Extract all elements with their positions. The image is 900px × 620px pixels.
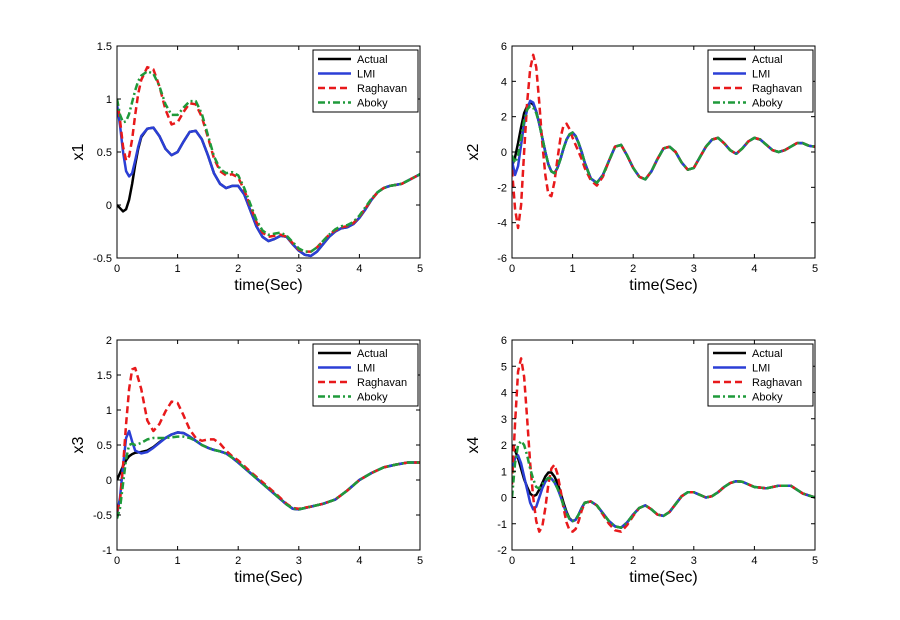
x-tick-label: 3 <box>691 263 697 275</box>
subplot-x2: 0 1 2 3 4 5 -6 -4 -2 0 2 4 6 time(Sec) x2 Actual LMI Ragh… <box>465 41 818 294</box>
legend-label-actual: Actual <box>752 54 783 66</box>
x-tick-label: 3 <box>296 555 302 567</box>
y-tick-label: 3 <box>501 414 507 426</box>
y-tick-label: 0.5 <box>97 147 112 159</box>
legend-box <box>707 343 814 407</box>
x-tick-label: 5 <box>417 555 423 567</box>
legend: Actual LMI Raghavan Aboky <box>707 49 814 113</box>
x-tick-label: 4 <box>356 555 362 567</box>
legend-label-aboky: Aboky <box>752 392 783 404</box>
x-tick-label: 3 <box>691 555 697 567</box>
x-axis-label: time(Sec) <box>629 569 697 586</box>
x-tick-label: 1 <box>175 555 181 567</box>
legend-label-aboky: Aboky <box>357 392 388 404</box>
series-aboky-line <box>117 70 420 253</box>
y-tick-label: 5 <box>501 361 507 373</box>
x-tick-label: 3 <box>296 263 302 275</box>
x-tick-label: 2 <box>630 555 636 567</box>
legend-box <box>312 343 419 407</box>
y-tick-label: 0 <box>106 200 112 212</box>
x-tick-label: 1 <box>570 555 576 567</box>
y-tick-label: 4 <box>501 76 507 88</box>
y-tick-label: 2 <box>106 335 112 347</box>
series-aboky-line <box>117 435 420 519</box>
legend: Actual LMI Raghavan Aboky <box>707 343 814 407</box>
y-tick-label: -2 <box>497 182 507 194</box>
legend-label-raghavan: Raghavan <box>752 377 802 389</box>
y-axis-label: x2 <box>465 143 482 160</box>
y-tick-label: -2 <box>497 545 507 557</box>
legend-label-lmi: LMI <box>752 69 770 81</box>
y-tick-label: 4 <box>501 388 507 400</box>
y-tick-label: -1 <box>497 519 507 531</box>
y-axis-label: x3 <box>70 436 87 453</box>
x-tick-label: 0 <box>509 263 515 275</box>
x-axis-label: time(Sec) <box>234 569 302 586</box>
y-tick-label: -0.5 <box>93 253 112 265</box>
y-tick-label: 0 <box>501 493 507 505</box>
x-tick-label: 0 <box>114 263 120 275</box>
y-tick-label: 2 <box>501 112 507 124</box>
x-tick-label: 1 <box>175 263 181 275</box>
legend-label-lmi: LMI <box>357 363 375 375</box>
x-tick-label: 2 <box>630 263 636 275</box>
series-aboky-line <box>512 439 815 529</box>
y-tick-label: 6 <box>501 41 507 53</box>
legend-label-aboky: Aboky <box>357 98 388 110</box>
legend-label-raghavan: Raghavan <box>357 83 407 95</box>
x-tick-label: 2 <box>235 263 241 275</box>
legend-label-raghavan: Raghavan <box>357 377 407 389</box>
x-tick-label: 5 <box>417 263 423 275</box>
y-tick-label: 6 <box>501 335 507 347</box>
subplot-x3: 0 1 2 3 4 5 -1 -0.5 0 0.5 1 1.5 2 time(Sec) x3 Actual LM… <box>70 335 423 586</box>
y-tick-label: 1 <box>106 405 112 417</box>
y-tick-label: 0.5 <box>97 440 112 452</box>
y-tick-label: 2 <box>501 440 507 452</box>
series-aboky-line <box>512 104 815 185</box>
y-tick-label: 1 <box>501 466 507 478</box>
x-tick-label: 0 <box>114 555 120 567</box>
y-tick-label: -4 <box>497 218 507 230</box>
y-tick-label: 0 <box>501 147 507 159</box>
y-tick-label: 1.5 <box>97 41 112 53</box>
legend-label-actual: Actual <box>752 348 783 360</box>
x-tick-label: 5 <box>812 263 818 275</box>
x-tick-label: 4 <box>751 555 757 567</box>
series-raghavan-line <box>117 65 420 253</box>
legend-label-actual: Actual <box>357 54 388 66</box>
x-tick-label: 2 <box>235 555 241 567</box>
subplot-x1: 0 1 2 3 4 5-0.500.511.5time(Sec)x1ActualLMIRa… <box>70 41 423 294</box>
legend-label-lmi: LMI <box>752 363 770 375</box>
x-tick-label: 0 <box>509 555 515 567</box>
legend: Actual LMI Raghavan Aboky <box>312 49 419 113</box>
subplot-x4: 0 1 2 3 4 5 -2 -1 0 1 2 3 4 5 6 time(Sec) x4 Actual LMI Rag… <box>465 335 818 586</box>
legend-label-raghavan: Raghavan <box>752 83 802 95</box>
y-tick-label: 1.5 <box>97 370 112 382</box>
legend-box <box>707 49 814 113</box>
x-tick-label: 1 <box>570 263 576 275</box>
y-tick-label: -0.5 <box>93 510 112 522</box>
x-axis-label: time(Sec) <box>629 277 697 294</box>
legend-label-aboky: Aboky <box>752 98 783 110</box>
y-axis-label: x4 <box>465 436 482 453</box>
x-tick-label: 4 <box>751 263 757 275</box>
x-tick-label: 4 <box>356 263 362 275</box>
y-tick-label: 0 <box>106 475 112 487</box>
legend-label-actual: Actual <box>357 348 388 360</box>
y-tick-label: -1 <box>102 545 112 557</box>
legend-label-lmi: LMI <box>357 69 375 81</box>
y-tick-label: -6 <box>497 253 507 265</box>
legend-box <box>312 49 419 113</box>
legend: Actual LMI Raghavan Aboky <box>312 343 419 407</box>
x-tick-label: 5 <box>812 555 818 567</box>
x-axis-label: time(Sec) <box>234 277 302 294</box>
y-axis-label: x1 <box>70 143 87 160</box>
y-tick-label: 1 <box>106 94 112 106</box>
